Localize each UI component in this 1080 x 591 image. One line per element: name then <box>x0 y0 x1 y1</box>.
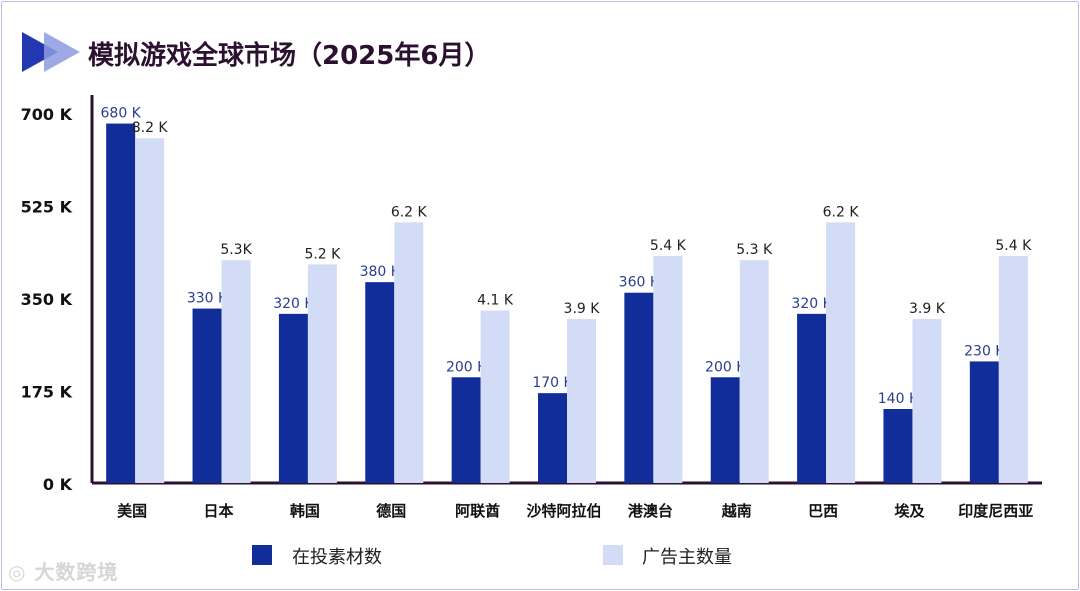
bar-secondary <box>739 260 769 483</box>
data-label-primary: 320 K <box>273 296 314 312</box>
x-tick-label: 韩国 <box>290 502 320 520</box>
bar-secondary <box>826 222 856 483</box>
y-tick-label: 175 K <box>21 383 73 402</box>
legend-label-primary: 在投素材数 <box>292 547 382 568</box>
watermark-text: 大数跨境 <box>34 560 119 584</box>
y-tick-label: 700 K <box>21 105 73 124</box>
legend-swatch-secondary <box>603 545 623 565</box>
x-tick-label: 埃及 <box>894 502 925 520</box>
bar-secondary <box>307 264 337 483</box>
x-tick-label: 巴西 <box>808 502 838 520</box>
data-label-secondary: 5.2 K <box>304 246 341 262</box>
bar-primary <box>278 313 308 483</box>
data-label-secondary: 6.2 K <box>391 204 428 220</box>
data-label-primary: 140 K <box>878 391 919 407</box>
title-logo-icon-accent <box>44 32 80 72</box>
bar-secondary <box>912 319 942 483</box>
watermark-logo-icon: ◎ <box>8 560 27 584</box>
bar-primary <box>969 361 999 483</box>
bar-primary <box>365 282 395 483</box>
bar-primary <box>451 377 481 483</box>
bar-primary <box>106 123 136 484</box>
x-tick-label: 德国 <box>376 502 406 520</box>
data-label-secondary: 5.4 K <box>650 238 687 254</box>
x-tick-label: 越南 <box>721 502 752 520</box>
chart-title: 模拟游戏全球市场（2025年6月） <box>88 40 490 71</box>
y-tick-label: 0 K <box>43 475 73 494</box>
data-label-primary: 200 K <box>705 359 746 375</box>
x-tick-label: 港澳台 <box>628 502 673 520</box>
bar-primary <box>883 409 913 483</box>
bar-secondary <box>135 138 165 483</box>
x-tick-label: 美国 <box>117 502 147 520</box>
data-label-primary: 360 K <box>619 275 660 291</box>
bar-secondary <box>998 255 1028 483</box>
data-label-secondary: 4.1 K <box>477 293 514 309</box>
legend-label-secondary: 广告主数量 <box>642 547 732 568</box>
bar-primary <box>797 313 827 483</box>
y-tick-label: 525 K <box>21 198 73 217</box>
bar-secondary <box>653 255 683 483</box>
data-label-secondary: 3.9 K <box>564 301 601 317</box>
data-label-primary: 380 K <box>360 264 401 280</box>
bar-primary <box>192 308 222 483</box>
x-tick-label: 沙特阿拉伯 <box>526 502 601 520</box>
legend-swatch-primary <box>252 545 272 565</box>
bar-secondary <box>394 222 424 483</box>
title-logo-icon <box>22 32 58 72</box>
bar-secondary <box>480 310 510 483</box>
watermark: ◎ 大数跨境 <box>8 556 118 585</box>
bar-secondary <box>221 260 251 483</box>
data-label-primary: 680 K <box>101 106 142 122</box>
data-label-primary: 170 K <box>532 375 573 391</box>
data-label-secondary: 5.3K <box>220 242 252 258</box>
data-label-primary: 320 K <box>791 296 832 312</box>
data-label-secondary: 5.3 K <box>736 242 773 258</box>
x-tick-label: 阿联酋 <box>455 502 500 520</box>
data-label-secondary: 6.2 K <box>823 204 860 220</box>
bar-secondary <box>567 319 596 483</box>
bar-primary <box>710 377 740 483</box>
x-tick-label: 日本 <box>204 502 234 520</box>
data-label-secondary: 5.4 K <box>995 238 1032 254</box>
x-tick-label: 印度尼西亚 <box>958 502 1033 520</box>
data-label-secondary: 3.9 K <box>909 301 946 317</box>
data-label-primary: 330 K <box>187 291 228 307</box>
y-tick-label: 350 K <box>21 290 73 309</box>
bar-primary <box>538 393 567 483</box>
data-label-secondary: 8.2 K <box>132 120 169 136</box>
data-label-primary: 230 K <box>964 343 1005 359</box>
bar-primary <box>624 292 654 483</box>
data-label-primary: 200 K <box>446 359 487 375</box>
